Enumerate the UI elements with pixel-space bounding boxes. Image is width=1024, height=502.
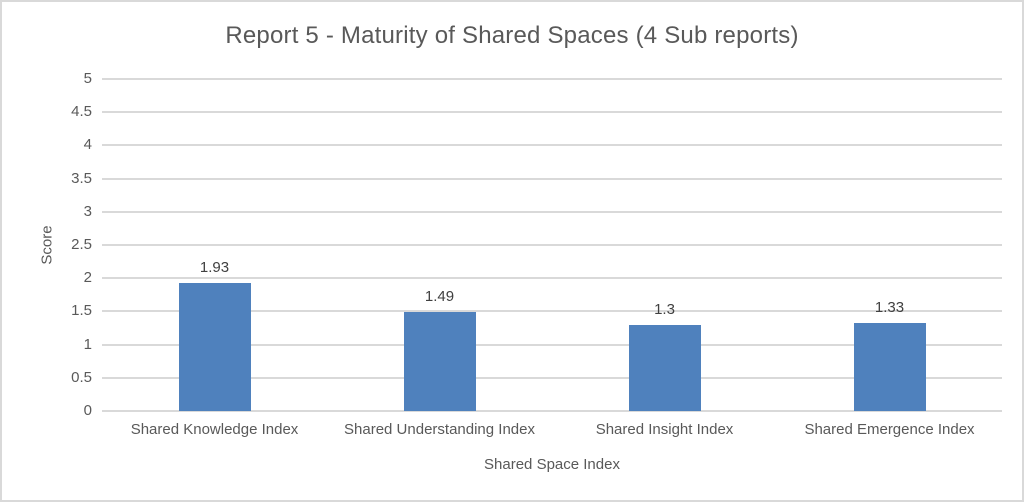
gridline — [102, 244, 1002, 246]
x-axis-category-labels: Shared Knowledge Index Shared Understandi… — [102, 421, 1002, 441]
bar-2 — [403, 312, 476, 411]
y-tick-label: 4 — [83, 136, 92, 154]
bar-1 — [178, 282, 251, 411]
y-tick-label: 5 — [83, 70, 92, 87]
y-tick-label: 3 — [83, 202, 92, 220]
x-axis-line — [102, 410, 1002, 412]
x-category-label: Shared Knowledge Index — [130, 421, 299, 438]
x-category-label: Shared Emergence Index — [804, 421, 975, 438]
bar-value-label: 1.3 — [654, 300, 675, 318]
chart-title: Report 5 - Maturity of Shared Spaces (4 … — [225, 22, 799, 49]
bar-value-label: 1.33 — [874, 298, 905, 316]
gridline — [102, 376, 1002, 379]
bar-3 — [628, 324, 701, 411]
y-tick-label: 0.5 — [71, 368, 92, 386]
x-axis-title: Shared Space Index — [484, 456, 620, 473]
gridline — [102, 144, 1002, 147]
y-tick-label: 1 — [83, 335, 92, 353]
gridline — [102, 111, 1002, 114]
y-tick-label: 3.5 — [71, 169, 92, 187]
bar-value-label: 1.49 — [424, 288, 455, 306]
gridline — [102, 210, 1002, 213]
gridline — [102, 277, 1002, 280]
x-category-label: Shared Insight Index — [595, 421, 734, 438]
bar-4 — [853, 322, 926, 411]
y-tick-label: 0 — [83, 402, 92, 419]
y-tick-label: 2.5 — [71, 236, 92, 253]
x-category-label: Shared Understanding Index — [344, 421, 535, 438]
y-tick-label: 2 — [83, 269, 92, 287]
bar-value-label: 1.93 — [199, 258, 230, 276]
y-tick-label: 1.5 — [71, 302, 92, 320]
y-tick-label: 4.5 — [71, 103, 92, 121]
y-axis-tick-labels: 0 0.5 1 1.5 2 2.5 3 3.5 4 4.5 5 — [2, 70, 92, 419]
gridline — [102, 310, 1002, 313]
plot-area: 1.93 1.49 1.3 1.33 — [102, 78, 1002, 412]
gridline — [102, 177, 1002, 180]
gridline — [102, 78, 1002, 80]
gridline — [102, 343, 1002, 346]
